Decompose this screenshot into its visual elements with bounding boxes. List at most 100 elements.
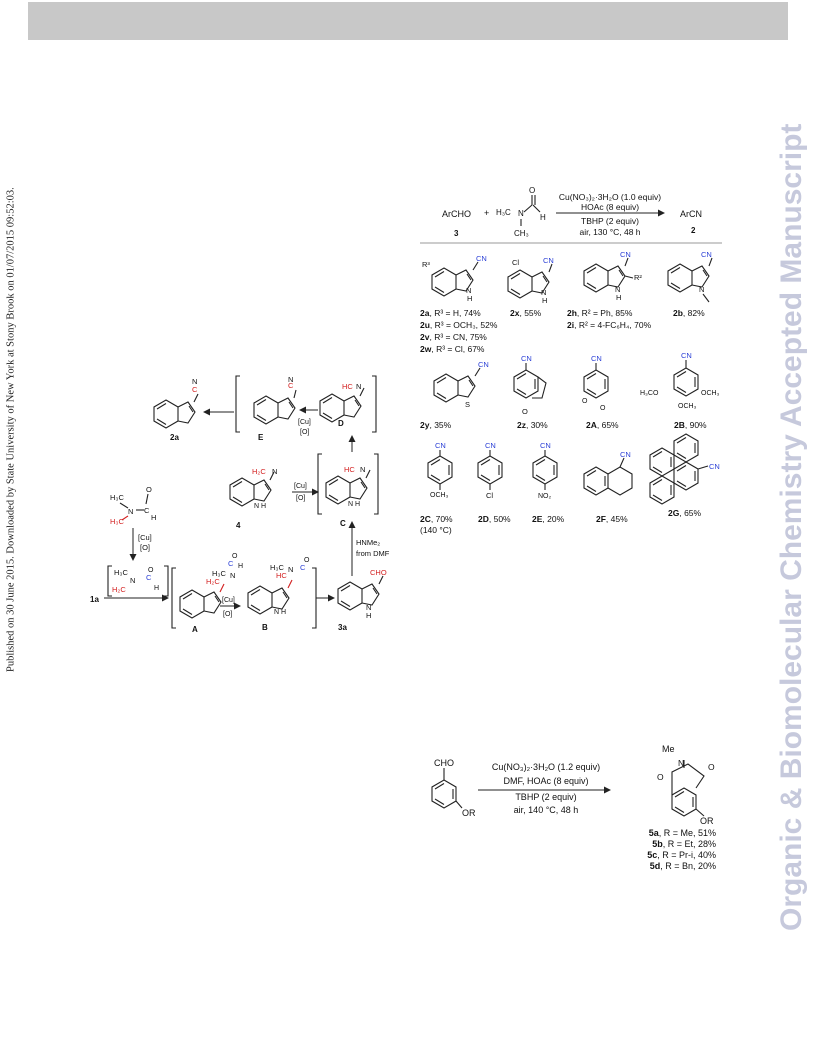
svg-text:CN: CN [543, 256, 554, 265]
svg-text:2z, 30%: 2z, 30% [517, 420, 548, 430]
svg-text:A: A [192, 625, 198, 634]
svg-text:B: B [262, 623, 268, 632]
svg-text:CN: CN [521, 354, 532, 363]
svg-text:[Cu]: [Cu] [298, 419, 311, 426]
svg-text:2u, R³ = OCH₃, 52%: 2u, R³ = OCH₃, 52% [420, 320, 498, 330]
mechanism-scheme: H₃C N C O H H₃C [Cu] [O] H₃C N C O H H₂C… [90, 375, 390, 634]
svg-text:H: H [366, 611, 371, 620]
svg-text:CN: CN [709, 462, 720, 471]
svg-text:N: N [230, 571, 235, 580]
svg-text:2D, 50%: 2D, 50% [478, 514, 511, 524]
svg-text:HNMe₂: HNMe₂ [356, 538, 380, 547]
svg-text:[O]: [O] [296, 495, 305, 502]
svg-text:N: N [366, 603, 371, 612]
svg-text:2b, 82%: 2b, 82% [673, 308, 705, 318]
svg-text:H₃C: H₃C [270, 563, 284, 572]
svg-text:OR: OR [700, 816, 714, 826]
svg-text:HC: HC [276, 571, 287, 580]
svg-text:C: C [288, 381, 294, 390]
svg-text:O: O [146, 485, 152, 494]
svg-text:5b, R = Et, 28%: 5b, R = Et, 28% [652, 839, 716, 849]
svg-text:N: N [678, 758, 684, 768]
svg-text:2E, 20%: 2E, 20% [532, 514, 565, 524]
svg-text:2a, R³ = H, 74%: 2a, R³ = H, 74% [420, 308, 481, 318]
svg-text:O: O [304, 557, 310, 564]
substrate-cho: CHO [434, 758, 454, 768]
svg-text:O: O [148, 567, 154, 574]
svg-text:CN: CN [681, 351, 692, 360]
svg-text:CN: CN [620, 450, 631, 459]
svg-text:N: N [288, 375, 293, 384]
bottom-condition-acid: DMF, HOAc (8 equiv) [503, 776, 588, 786]
svg-text:Cl: Cl [486, 491, 493, 500]
product-arcn: ArCN [680, 209, 702, 219]
dmf-h3c: H₃C [496, 208, 511, 217]
svg-text:CHO: CHO [370, 568, 387, 577]
svg-text:CN: CN [485, 441, 496, 450]
reactant-number: 3 [454, 229, 459, 238]
substrate-or: OR [462, 808, 476, 818]
svg-text:H: H [467, 294, 472, 303]
svg-text:C: C [340, 519, 346, 528]
reactant-archo: ArCHO [442, 209, 471, 219]
svg-text:2w, R³ = Cl, 67%: 2w, R³ = Cl, 67% [420, 344, 485, 354]
svg-text:N: N [615, 285, 620, 294]
svg-text:Cl: Cl [512, 258, 519, 267]
dmf-ch3: CH₃ [514, 229, 529, 238]
page-header-bar [28, 2, 788, 40]
svg-text:H: H [238, 563, 243, 570]
svg-text:2h, R² = Ph, 85%: 2h, R² = Ph, 85% [567, 308, 633, 318]
svg-text:O: O [708, 762, 715, 772]
svg-text:O: O [522, 407, 528, 416]
svg-text:2y, 35%: 2y, 35% [420, 420, 452, 430]
bottom-condition-oxidant: TBHP (2 equiv) [515, 792, 576, 802]
svg-text:[O]: [O] [223, 611, 232, 618]
svg-text:4: 4 [236, 521, 241, 530]
svg-text:N: N [466, 286, 471, 295]
svg-text:HC: HC [342, 382, 353, 391]
svg-text:N: N [272, 467, 277, 476]
svg-text:[Cu]: [Cu] [294, 483, 307, 490]
svg-text:from DMF: from DMF [356, 549, 390, 558]
svg-text:N: N [130, 576, 135, 585]
product-number: 2 [691, 226, 696, 235]
svg-text:5a, R = Me, 51%: 5a, R = Me, 51% [649, 828, 716, 838]
svg-text:[Cu]: [Cu] [222, 597, 235, 604]
svg-text:CN: CN [701, 250, 712, 259]
svg-text:H: H [151, 513, 156, 522]
svg-text:C: C [228, 559, 234, 568]
svg-text:H: H [154, 585, 159, 592]
svg-text:OCH₃: OCH₃ [701, 390, 720, 397]
dmf-o: O [529, 186, 535, 195]
svg-text:C: C [144, 506, 150, 515]
svg-text:H₃C: H₃C [110, 517, 124, 526]
svg-text:5c, R = Pr-i, 40%: 5c, R = Pr-i, 40% [647, 850, 716, 860]
svg-text:H: H [542, 296, 547, 305]
svg-text:[O]: [O] [140, 543, 150, 552]
svg-text:CN: CN [540, 441, 551, 450]
svg-text:[Cu]: [Cu] [138, 533, 152, 542]
svg-text:N: N [128, 507, 133, 516]
svg-text:O: O [232, 553, 238, 560]
svg-text:2A, 65%: 2A, 65% [586, 420, 619, 430]
svg-text:2G, 65%: 2G, 65% [668, 508, 702, 518]
svg-text:2F, 45%: 2F, 45% [596, 514, 628, 524]
svg-text:H₂C: H₂C [206, 577, 220, 586]
plus-sign: + [484, 208, 489, 218]
svg-text:H₂C: H₂C [252, 467, 266, 476]
svg-text:2B, 90%: 2B, 90% [674, 420, 707, 430]
dmf-h: H [540, 213, 546, 222]
svg-text:C: C [146, 573, 152, 582]
svg-text:2i, R² = 4-FC₆H₄, 70%: 2i, R² = 4-FC₆H₄, 70% [567, 320, 652, 330]
svg-text:(140 °C): (140 °C) [420, 525, 452, 535]
svg-text:S: S [465, 400, 470, 409]
svg-text:N: N [288, 565, 293, 574]
svg-text:CN: CN [476, 254, 487, 263]
svg-text:O: O [600, 405, 606, 412]
svg-text:N: N [192, 377, 197, 386]
svg-text:N: N [360, 465, 365, 474]
svg-text:H: H [616, 293, 621, 302]
svg-text:C: C [300, 563, 306, 572]
svg-text:2v, R³ = CN, 75%: 2v, R³ = CN, 75% [420, 332, 487, 342]
